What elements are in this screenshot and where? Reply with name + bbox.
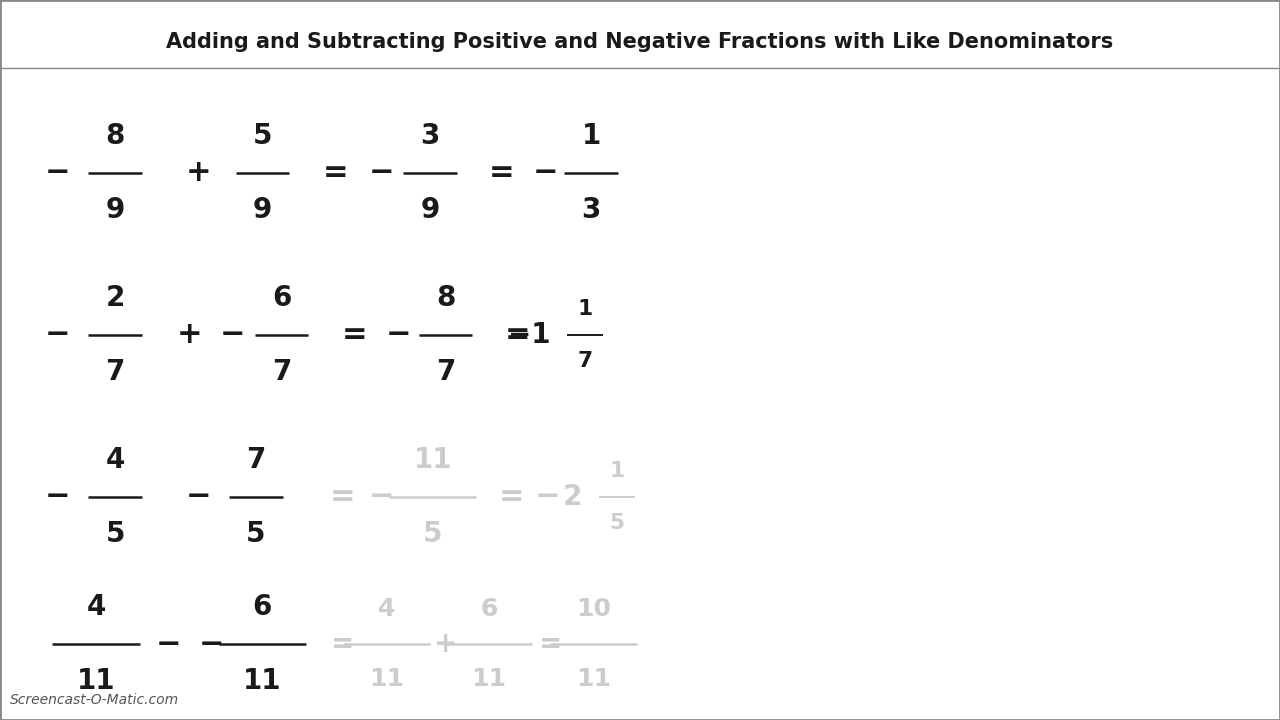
Text: 9: 9 (252, 196, 273, 224)
Text: 4: 4 (378, 598, 396, 621)
Text: 11: 11 (471, 667, 507, 691)
Text: 6: 6 (252, 593, 273, 621)
Text: +: + (177, 320, 202, 349)
Text: 3: 3 (420, 122, 440, 150)
Text: =: = (330, 482, 356, 511)
Text: +: + (434, 631, 457, 658)
Text: 5: 5 (422, 520, 443, 548)
Text: 11: 11 (243, 667, 282, 696)
Text: −: − (45, 158, 70, 187)
Text: −: − (369, 482, 394, 511)
Text: 5: 5 (252, 122, 273, 150)
Text: 2: 2 (105, 284, 125, 312)
Text: 11: 11 (413, 446, 452, 474)
Text: −: − (45, 320, 70, 349)
Text: 2: 2 (563, 483, 582, 510)
Text: 5: 5 (609, 513, 625, 533)
Text: 11: 11 (77, 667, 115, 696)
Text: 7: 7 (271, 358, 292, 386)
Text: 9: 9 (105, 196, 125, 224)
Text: =: = (499, 482, 525, 511)
Text: 7: 7 (246, 446, 266, 474)
Text: 8: 8 (105, 122, 125, 150)
Text: =: = (489, 158, 515, 187)
Text: −: − (198, 630, 224, 659)
Text: 1: 1 (609, 461, 625, 481)
Text: =: = (323, 158, 348, 187)
Text: 6: 6 (480, 598, 498, 621)
Text: −: − (535, 482, 561, 511)
Text: =: = (504, 320, 530, 349)
Text: 7: 7 (435, 358, 456, 386)
Text: −: − (45, 482, 70, 511)
Text: 3: 3 (581, 196, 602, 224)
Text: 11: 11 (369, 667, 404, 691)
Text: 4: 4 (86, 593, 106, 621)
Text: −: − (385, 320, 411, 349)
Text: 5: 5 (105, 520, 125, 548)
Text: 8: 8 (435, 284, 456, 312)
Text: −: − (220, 320, 246, 349)
Text: −: − (532, 158, 558, 187)
Text: Screencast-O-Matic.com: Screencast-O-Matic.com (10, 693, 179, 707)
Text: =: = (539, 631, 562, 658)
Text: 7: 7 (577, 351, 593, 371)
Text: 11: 11 (576, 667, 612, 691)
Text: 1: 1 (577, 299, 593, 319)
Text: 6: 6 (271, 284, 292, 312)
Text: 9: 9 (420, 196, 440, 224)
Text: −1: −1 (508, 321, 550, 348)
Text: 4: 4 (105, 446, 125, 474)
Text: Adding and Subtracting Positive and Negative Fractions with Like Denominators: Adding and Subtracting Positive and Nega… (166, 32, 1114, 52)
Text: 1: 1 (581, 122, 602, 150)
Text: 10: 10 (576, 598, 612, 621)
Text: 7: 7 (105, 358, 125, 386)
Text: 5: 5 (246, 520, 266, 548)
Text: −: − (369, 158, 394, 187)
Text: −: − (186, 482, 211, 511)
Text: =: = (342, 320, 367, 349)
Text: =: = (332, 631, 355, 658)
Text: −: − (156, 630, 182, 659)
Text: +: + (186, 158, 211, 187)
